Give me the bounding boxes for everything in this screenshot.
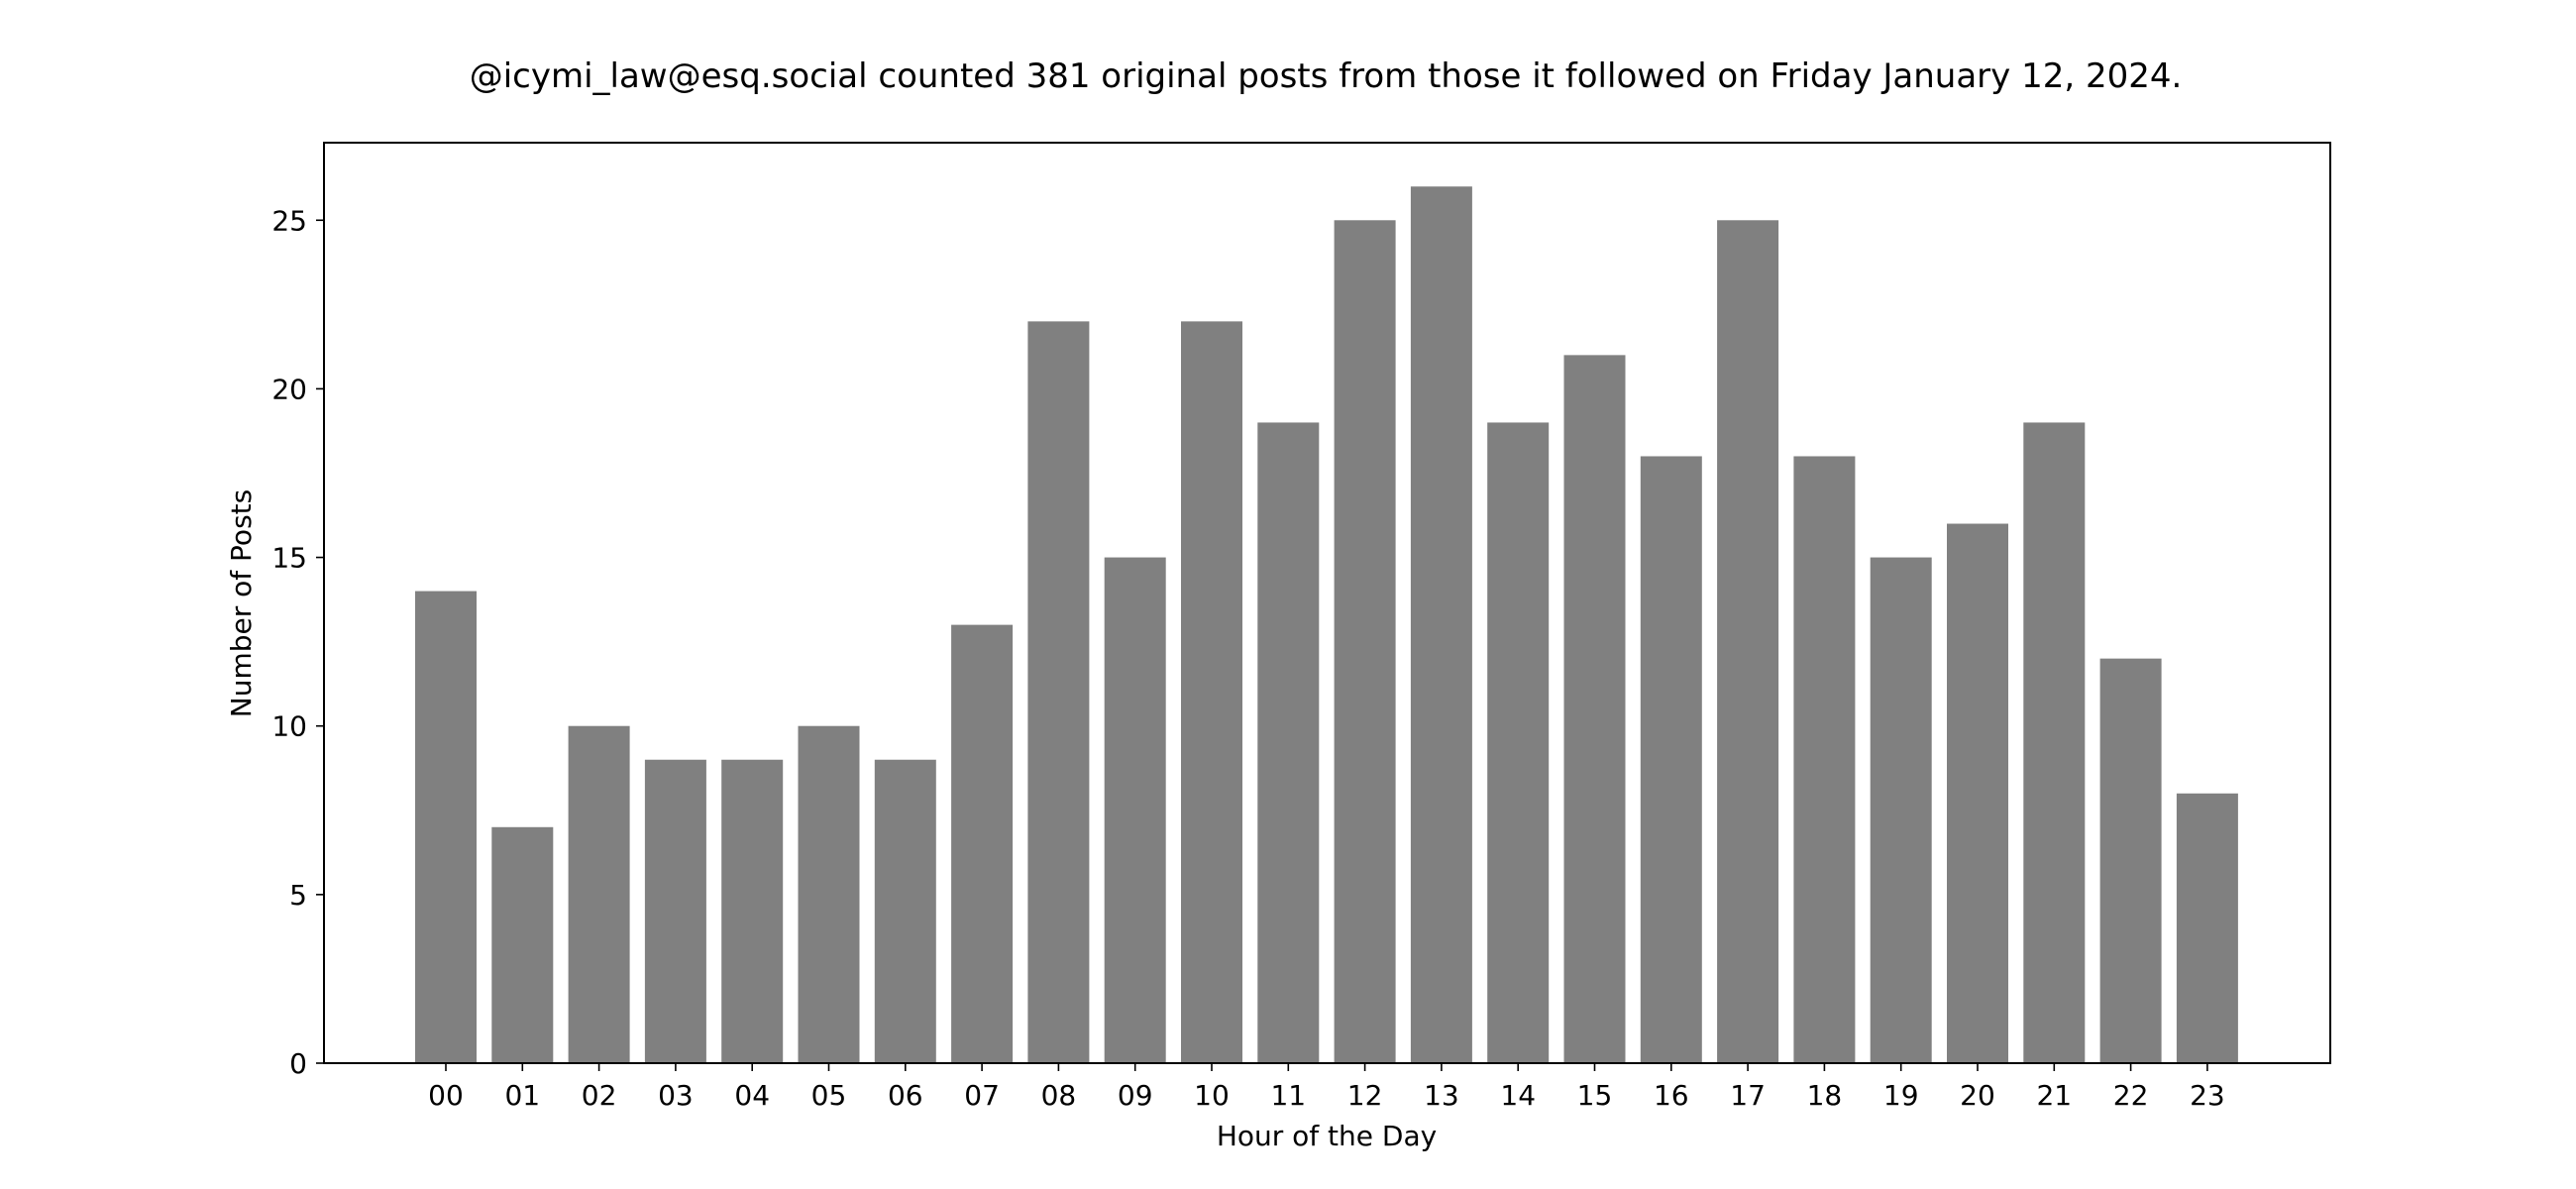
- bar-hour-13: [1410, 186, 1472, 1064]
- y-tick-label: 0: [289, 1047, 307, 1080]
- bar-hour-22: [2099, 658, 2162, 1063]
- y-tick-label: 25: [271, 204, 307, 237]
- bar-hour-15: [1563, 355, 1626, 1063]
- y-tick-label: 15: [271, 542, 307, 575]
- bars-layer: [415, 186, 2238, 1064]
- x-tick-label: 17: [1730, 1079, 1766, 1112]
- x-tick-label: 19: [1883, 1079, 1919, 1112]
- x-tick-label: 09: [1118, 1079, 1153, 1112]
- x-tick-label: 14: [1500, 1079, 1536, 1112]
- x-axis-label: Hour of the Day: [1217, 1120, 1437, 1152]
- x-tick-label: 22: [2113, 1079, 2149, 1112]
- bar-hour-11: [1257, 422, 1320, 1063]
- bar-hour-00: [415, 591, 477, 1063]
- bar-hour-23: [2176, 793, 2238, 1063]
- bar-hour-14: [1487, 422, 1550, 1063]
- bar-hour-05: [798, 725, 860, 1063]
- x-tick-label: 15: [1577, 1079, 1613, 1112]
- x-tick-label: 18: [1807, 1079, 1843, 1112]
- chart-title: @icymi_law@esq.social counted 381 origin…: [470, 56, 2183, 96]
- x-tick-label: 16: [1654, 1079, 1689, 1112]
- plot-frame: [323, 142, 2331, 1064]
- bar-hour-03: [644, 759, 706, 1063]
- x-tick-label: 08: [1041, 1079, 1077, 1112]
- bar-hour-12: [1334, 220, 1396, 1063]
- x-tick-label: 00: [428, 1079, 464, 1112]
- x-axis: 00 01 02 03 04 05 06 07 08 09 10 11 12 13 14 15 16 17 18 19…: [428, 1063, 2225, 1112]
- bar-hour-19: [1870, 557, 1932, 1063]
- x-tick-label: 01: [504, 1079, 540, 1112]
- x-tick-label: 06: [888, 1079, 923, 1112]
- bar-hour-10: [1181, 321, 1242, 1063]
- x-tick-label: 23: [2190, 1079, 2225, 1112]
- bar-hour-09: [1104, 557, 1166, 1063]
- x-tick-label: 20: [1960, 1079, 1995, 1112]
- bar-hour-20: [1947, 523, 2008, 1063]
- y-axis-label: Number of Posts: [225, 489, 258, 717]
- bar-hour-04: [721, 759, 784, 1063]
- y-tick-label: 5: [289, 879, 307, 912]
- bar-hour-17: [1717, 220, 1779, 1063]
- bar-hour-08: [1027, 321, 1090, 1063]
- y-axis: 0 5 10 15 20 25: [271, 204, 324, 1080]
- x-tick-label: 05: [811, 1079, 847, 1112]
- bar-hour-16: [1640, 456, 1702, 1064]
- x-tick-label: 04: [734, 1079, 770, 1112]
- y-tick-label: 20: [271, 373, 307, 405]
- x-tick-label: 10: [1194, 1079, 1230, 1112]
- bar-hour-06: [874, 759, 936, 1063]
- bar-hour-07: [951, 624, 1014, 1063]
- x-tick-label: 13: [1424, 1079, 1459, 1112]
- y-tick-label: 10: [271, 710, 307, 743]
- x-tick-label: 12: [1347, 1079, 1383, 1112]
- x-tick-label: 07: [964, 1079, 1000, 1112]
- x-tick-label: 21: [2036, 1079, 2072, 1112]
- bar-hour-18: [1793, 456, 1856, 1064]
- x-tick-label: 02: [582, 1079, 617, 1112]
- bar-hour-02: [568, 725, 630, 1063]
- bar-hour-01: [491, 826, 554, 1063]
- x-tick-label: 03: [658, 1079, 694, 1112]
- bar-hour-21: [2023, 422, 2086, 1063]
- x-tick-label: 11: [1270, 1079, 1306, 1112]
